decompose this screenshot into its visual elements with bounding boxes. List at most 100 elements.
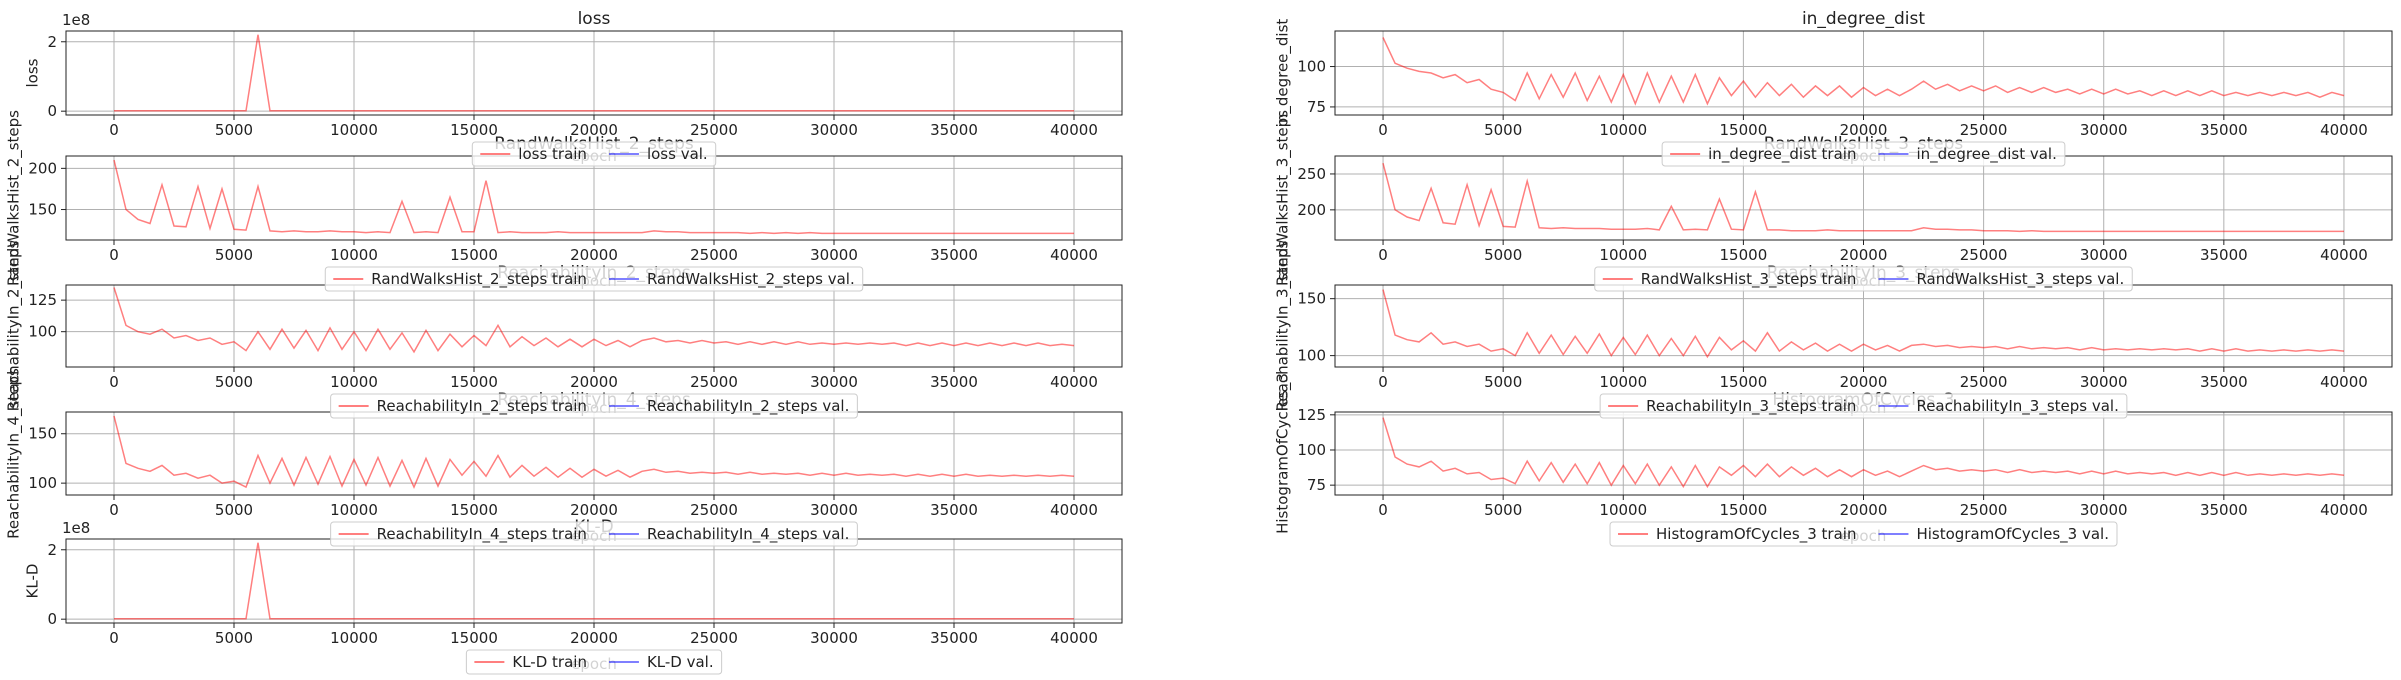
y-tick-label: 75 bbox=[1307, 476, 1326, 494]
y-tick-label: 100 bbox=[28, 323, 57, 341]
subplot: 0 5000 10000 15000 20000 25000 30000 35000 40000… bbox=[4, 241, 1123, 417]
legend-frame bbox=[1594, 266, 2133, 292]
x-tick-label: 5000 bbox=[1484, 121, 1522, 139]
legend-frame bbox=[330, 521, 858, 547]
x-tick-label: 10000 bbox=[1599, 501, 1647, 519]
x-tick-label: 15000 bbox=[1720, 501, 1768, 519]
x-tick-label: 20000 bbox=[570, 121, 618, 139]
x-tick-label: 40000 bbox=[1050, 121, 1098, 139]
y-tick-label: 200 bbox=[28, 159, 57, 177]
y-tick-label: 125 bbox=[28, 291, 57, 309]
legend-frame bbox=[1661, 141, 2066, 167]
x-tick-label: 25000 bbox=[690, 246, 738, 264]
x-tick-label: 15000 bbox=[1720, 121, 1768, 139]
x-tick-label: 5000 bbox=[1484, 501, 1522, 519]
y-axis-label: ReachabilityIn_3_steps bbox=[1273, 241, 1292, 412]
legend-label: ReachabilityIn_2_steps val. bbox=[647, 397, 849, 416]
x-tick-label: 5000 bbox=[215, 629, 253, 647]
legend-label: RandWalksHist_2_steps val. bbox=[647, 270, 855, 289]
y-axis-label: RandWalksHist_3_steps bbox=[1273, 110, 1292, 286]
x-tick-label: 10000 bbox=[330, 246, 378, 264]
legend: RandWalksHist_2_steps train RandWalksHist… bbox=[324, 266, 864, 292]
x-tick-label: 10000 bbox=[330, 501, 378, 519]
legend-label: ReachabilityIn_4_steps val. bbox=[647, 525, 849, 544]
legend-label: ReachabilityIn_4_steps train bbox=[377, 525, 587, 544]
x-tick-label: 5000 bbox=[215, 501, 253, 519]
legend-frame bbox=[1609, 521, 2118, 547]
series-line bbox=[1382, 417, 2345, 489]
legend-label: loss train bbox=[518, 145, 587, 163]
x-tick-label: 10000 bbox=[330, 121, 378, 139]
series-line bbox=[1382, 289, 2345, 359]
x-tick-label: 30000 bbox=[810, 501, 858, 519]
legend: loss train loss val. bbox=[471, 141, 717, 167]
subplot-title: loss bbox=[578, 9, 611, 29]
y-tick-label: 2 bbox=[47, 33, 57, 51]
x-tick-label: 35000 bbox=[2200, 246, 2248, 264]
x-tick-label: 5000 bbox=[1484, 246, 1522, 264]
x-tick-label: 35000 bbox=[2200, 373, 2248, 391]
x-tick-label: 0 bbox=[109, 121, 119, 139]
x-tick-label: 0 bbox=[109, 501, 119, 519]
x-tick-label: 40000 bbox=[2320, 501, 2368, 519]
x-tick-label: 30000 bbox=[810, 373, 858, 391]
x-tick-label: 20000 bbox=[1840, 121, 1888, 139]
x-tick-label: 30000 bbox=[2080, 501, 2128, 519]
y-offset-label: 1e8 bbox=[62, 519, 90, 537]
legend-frame bbox=[471, 141, 717, 167]
x-tick-label: 40000 bbox=[2320, 246, 2368, 264]
legend: ReachabilityIn_3_steps train Reachability… bbox=[1599, 393, 2128, 419]
x-tick-label: 20000 bbox=[1840, 373, 1888, 391]
series-line bbox=[1382, 163, 2344, 233]
x-tick-label: 25000 bbox=[690, 629, 738, 647]
legend-frame bbox=[465, 649, 723, 675]
legend: RandWalksHist_3_steps train RandWalksHist… bbox=[1594, 266, 2133, 292]
subplot-title: in_degree_dist bbox=[1802, 9, 1925, 29]
y-axis-label: RandWalksHist_2_steps bbox=[4, 110, 23, 286]
legend-label: RandWalksHist_3_steps train bbox=[1641, 270, 1857, 289]
x-tick-label: 5000 bbox=[215, 121, 253, 139]
legend-frame bbox=[1599, 393, 2128, 419]
x-tick-label: 30000 bbox=[2080, 121, 2128, 139]
x-tick-label: 5000 bbox=[215, 373, 253, 391]
y-tick-label: 0 bbox=[47, 102, 57, 120]
legend-label: HistogramOfCycles_3 val. bbox=[1916, 525, 2109, 544]
x-tick-label: 30000 bbox=[2080, 373, 2128, 391]
x-tick-label: 20000 bbox=[1840, 246, 1888, 264]
x-tick-label: 25000 bbox=[1960, 373, 2008, 391]
x-tick-label: 35000 bbox=[930, 246, 978, 264]
legend-label: HistogramOfCycles_3 train bbox=[1656, 525, 1856, 544]
x-tick-label: 25000 bbox=[690, 121, 738, 139]
x-tick-label: 25000 bbox=[1960, 246, 2008, 264]
x-tick-label: 35000 bbox=[2200, 121, 2248, 139]
y-tick-label: 100 bbox=[28, 474, 57, 492]
x-tick-label: 25000 bbox=[1960, 501, 2008, 519]
y-tick-label: 100 bbox=[1297, 58, 1326, 76]
x-tick-label: 40000 bbox=[2320, 121, 2368, 139]
subplot: 0 5000 10000 15000 20000 25000 30000 35000 40000… bbox=[23, 9, 1123, 165]
legend-label: ReachabilityIn_3_steps train bbox=[1646, 397, 1856, 416]
x-tick-label: 15000 bbox=[450, 246, 498, 264]
y-tick-label: 75 bbox=[1307, 98, 1326, 116]
x-tick-label: 35000 bbox=[930, 373, 978, 391]
subplot: 0 5000 10000 15000 20000 25000 30000 35000 40000… bbox=[1273, 9, 2393, 165]
x-tick-label: 35000 bbox=[930, 501, 978, 519]
x-tick-label: 10000 bbox=[1599, 373, 1647, 391]
x-tick-label: 15000 bbox=[450, 121, 498, 139]
series-line bbox=[113, 159, 1074, 235]
x-tick-label: 0 bbox=[109, 246, 119, 264]
x-tick-label: 20000 bbox=[570, 373, 618, 391]
y-tick-label: 250 bbox=[1297, 165, 1326, 183]
x-tick-label: 0 bbox=[1378, 246, 1388, 264]
x-tick-label: 5000 bbox=[215, 246, 253, 264]
y-axis-label: in_degree_dist bbox=[1273, 19, 1292, 128]
y-tick-label: 2 bbox=[47, 541, 57, 559]
legend: ReachabilityIn_4_steps train Reachability… bbox=[330, 521, 858, 547]
legend-label: in_degree_dist train bbox=[1708, 145, 1856, 164]
y-axis-label: loss bbox=[23, 58, 41, 87]
x-tick-label: 0 bbox=[1378, 121, 1388, 139]
x-tick-label: 0 bbox=[1378, 373, 1388, 391]
x-tick-label: 35000 bbox=[2200, 501, 2248, 519]
x-tick-label: 40000 bbox=[1050, 629, 1098, 647]
